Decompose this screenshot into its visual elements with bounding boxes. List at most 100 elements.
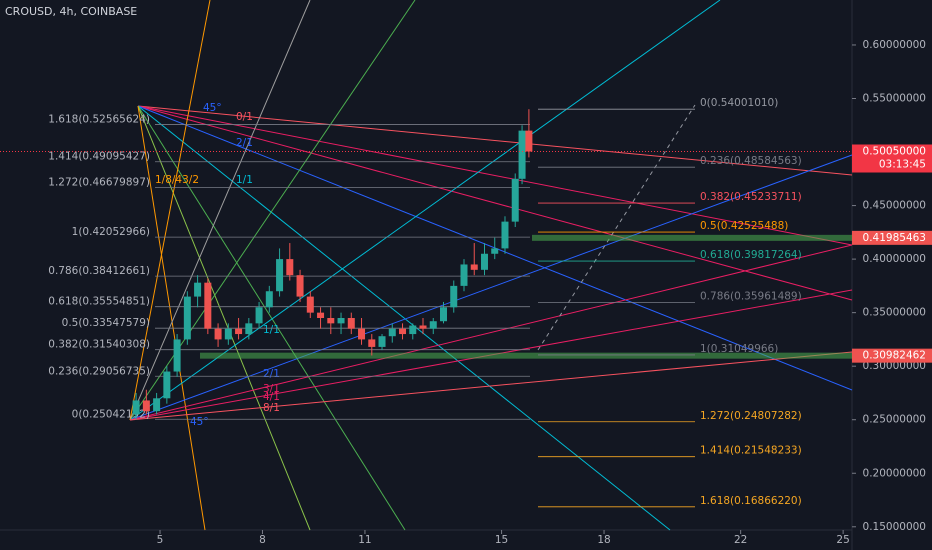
candle-body bbox=[245, 323, 253, 335]
y-tick-label: 0.30000000 bbox=[863, 360, 926, 372]
candle-body bbox=[429, 321, 437, 329]
fan-label: 3/1 bbox=[263, 383, 280, 395]
candle-body bbox=[255, 307, 263, 324]
fan-line bbox=[129, 244, 853, 421]
price-tag bbox=[852, 144, 932, 173]
fan-labels: 45° 0/1 2/1 1/1 1/8/43/2 2/1 3/1 4/1 8/1… bbox=[155, 102, 280, 428]
fan-label: 45° bbox=[190, 416, 209, 428]
candle-body bbox=[378, 336, 386, 347]
price-tag-label: 0.50050000 bbox=[863, 146, 926, 158]
candle-body bbox=[153, 398, 161, 412]
y-tick-label: 0.55000000 bbox=[863, 93, 926, 105]
fib-label: 1(0.42052966) bbox=[72, 226, 150, 238]
fan-line bbox=[129, 351, 853, 421]
y-tick-label: 0.25000000 bbox=[863, 414, 926, 426]
candle-body bbox=[204, 282, 212, 329]
candle-body bbox=[388, 328, 396, 337]
candle-body bbox=[399, 328, 407, 335]
fan-label: 2/1 bbox=[236, 137, 253, 149]
fan-label: 2/1 bbox=[263, 368, 280, 380]
price-tag-label: 0.41985463 bbox=[863, 232, 926, 244]
zone-band bbox=[532, 234, 852, 241]
candle-body bbox=[347, 318, 355, 329]
candle-body bbox=[132, 400, 140, 415]
candle-body bbox=[525, 130, 533, 152]
fan-label: 0/1 bbox=[236, 111, 253, 123]
x-tick-label: 25 bbox=[836, 534, 849, 546]
candle-body bbox=[518, 130, 526, 179]
candle-body bbox=[286, 259, 294, 276]
candle-body bbox=[409, 325, 417, 335]
candle-body bbox=[368, 339, 376, 347]
fan-label: 4/1 bbox=[263, 391, 280, 403]
fan-label: 1/8/43/2 bbox=[155, 174, 199, 186]
fan-line bbox=[137, 105, 406, 531]
candle-body bbox=[511, 178, 519, 222]
fan-label: 1/1 bbox=[236, 174, 253, 186]
fib-label: 0.236(0.29056735) bbox=[48, 365, 150, 377]
fan-line bbox=[137, 105, 206, 531]
fib-label: 0.786(0.35961489) bbox=[700, 290, 802, 302]
candle-body bbox=[337, 318, 345, 324]
zone-band bbox=[200, 352, 852, 359]
fib-label: 0.382(0.31540308) bbox=[48, 339, 150, 351]
candle-body bbox=[358, 328, 366, 340]
y-tick-label: 0.60000000 bbox=[863, 39, 926, 51]
price-tag-label: 0.30982462 bbox=[863, 350, 926, 362]
y-tick-label: 0.35000000 bbox=[863, 307, 926, 319]
fan-label: 1/1 bbox=[263, 324, 280, 336]
fib-label: 0.382(0.45233711) bbox=[700, 191, 802, 203]
candle-body bbox=[460, 264, 468, 286]
candle-body bbox=[440, 307, 448, 322]
fib-label: 0.236(0.48584563) bbox=[700, 155, 802, 167]
candle-body bbox=[480, 253, 488, 270]
x-tick-label: 8 bbox=[259, 534, 266, 546]
fan-line bbox=[129, 0, 211, 421]
fib-label: 1.414(0.21548233) bbox=[700, 445, 802, 457]
fan-line bbox=[137, 105, 853, 246]
fib-label: 1.272(0.46679897) bbox=[48, 177, 150, 189]
fib-label: 1.414(0.49095427) bbox=[48, 151, 150, 163]
candle-body bbox=[501, 221, 509, 249]
candle-body bbox=[491, 248, 499, 254]
x-tick-label: 15 bbox=[495, 534, 508, 546]
y-tick-label: 0.45000000 bbox=[863, 200, 926, 212]
candle-body bbox=[265, 291, 273, 308]
candle-body bbox=[183, 296, 191, 340]
fib-label: 1.618(0.16866220) bbox=[700, 495, 802, 507]
x-tick-label: 11 bbox=[358, 534, 371, 546]
candle-body bbox=[317, 312, 325, 318]
fan-line bbox=[129, 154, 853, 421]
fan-line bbox=[137, 105, 671, 531]
symbol-header: CROUSD, 4h, COINBASE bbox=[5, 5, 137, 18]
fan-label: 45° bbox=[203, 102, 222, 114]
candle-body bbox=[142, 400, 150, 412]
fib-label: 0.5(0.33547579) bbox=[62, 317, 150, 329]
fib-label: 1.618(0.52565624) bbox=[48, 114, 150, 126]
y-tick-label: 0.20000000 bbox=[863, 467, 926, 479]
candle-body bbox=[296, 275, 304, 297]
fan-line bbox=[137, 105, 311, 531]
fib-label: 1(0.31049966) bbox=[700, 343, 778, 355]
candle-body bbox=[194, 282, 202, 297]
price-tag bbox=[852, 230, 932, 245]
y-tick-label: 0.15000000 bbox=[863, 521, 926, 533]
candle-body bbox=[306, 296, 314, 313]
candle-body bbox=[470, 264, 478, 270]
candle-body bbox=[235, 328, 243, 335]
candle-body bbox=[173, 339, 181, 372]
fan-line bbox=[137, 105, 853, 176]
candle-body bbox=[214, 328, 222, 340]
price-tag bbox=[852, 348, 932, 363]
fan-line bbox=[137, 105, 853, 301]
candle-body bbox=[276, 259, 284, 292]
trend-line bbox=[537, 104, 696, 351]
candle-body bbox=[419, 325, 427, 329]
fib-label: 0.618(0.35554851) bbox=[48, 296, 150, 308]
x-tick-label: 5 bbox=[157, 534, 164, 546]
fib-label: 1.272(0.24807282) bbox=[700, 410, 802, 422]
candle-body bbox=[327, 318, 335, 324]
candle-body bbox=[163, 371, 171, 399]
countdown: 03:13:45 bbox=[879, 159, 926, 171]
fan-lines bbox=[129, 0, 853, 531]
